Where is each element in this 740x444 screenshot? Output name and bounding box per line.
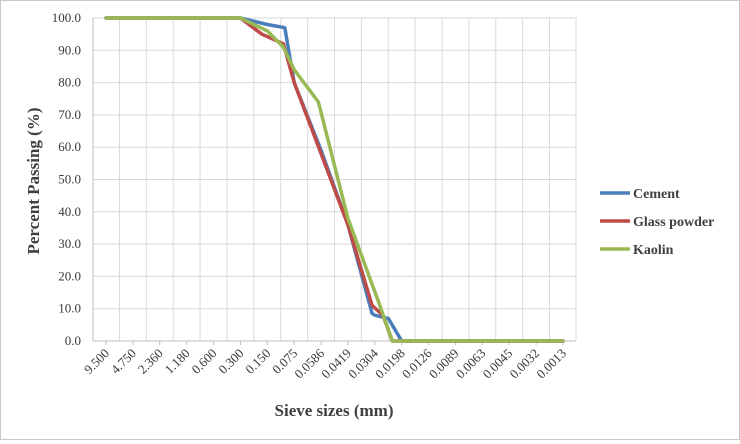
- y-axis-title: Percent Passing (%): [24, 108, 43, 255]
- x-tick-label: 0.0089: [426, 346, 462, 382]
- x-tick-label: 0.0013: [533, 346, 569, 382]
- y-tick-label: 90.0: [58, 42, 81, 57]
- gridlines: [93, 17, 576, 342]
- y-tick-label: 100.0: [52, 10, 81, 25]
- y-tick-label: 50.0: [58, 172, 81, 187]
- series-lines: [104, 16, 565, 343]
- x-tick-label: 0.150: [242, 346, 273, 377]
- y-tick-label: 60.0: [58, 139, 81, 154]
- legend-label-kaolin: Kaolin: [633, 243, 674, 258]
- x-tick-labels: 9.5004.7502.3601.1800.6000.3000.1500.075…: [81, 345, 569, 381]
- x-tick-label: 0.0063: [453, 346, 489, 382]
- y-tick-label: 80.0: [58, 75, 81, 90]
- legend-label-glass-powder: Glass powder: [633, 215, 714, 230]
- x-axis-title: Sieve sizes (mm): [275, 401, 394, 420]
- x-tick-label: 9.500: [81, 346, 112, 377]
- x-tick-label: 0.0045: [479, 346, 515, 382]
- x-tick-label: 1.180: [161, 346, 192, 377]
- x-tick-label: 2.360: [135, 346, 166, 377]
- x-tick-label: 0.300: [215, 346, 246, 377]
- series-line-kaolin: [104, 16, 565, 343]
- y-tick-label: 30.0: [58, 236, 81, 251]
- legend-label-cement: Cement: [633, 187, 680, 202]
- y-tick-labels: 0.0 10.0 20.0 30.0 40.0 50.0 60.0 70.0 80.0 90.0 1…: [52, 10, 81, 348]
- x-tick-label: 0.0419: [318, 346, 354, 382]
- y-tick-label: 0.0: [65, 333, 81, 348]
- legend: Cement Glass powder Kaolin: [600, 187, 714, 258]
- y-tick-label: 10.0: [58, 301, 81, 316]
- x-tick-label: 0.600: [188, 346, 219, 377]
- x-tick-label: 0.0198: [372, 346, 408, 382]
- x-tick-label: 4.750: [108, 346, 139, 377]
- y-tick-label: 70.0: [58, 107, 81, 122]
- x-tick-label: 0.0032: [506, 346, 542, 382]
- y-tick-label: 40.0: [58, 204, 81, 219]
- y-tick-label: 20.0: [58, 268, 81, 283]
